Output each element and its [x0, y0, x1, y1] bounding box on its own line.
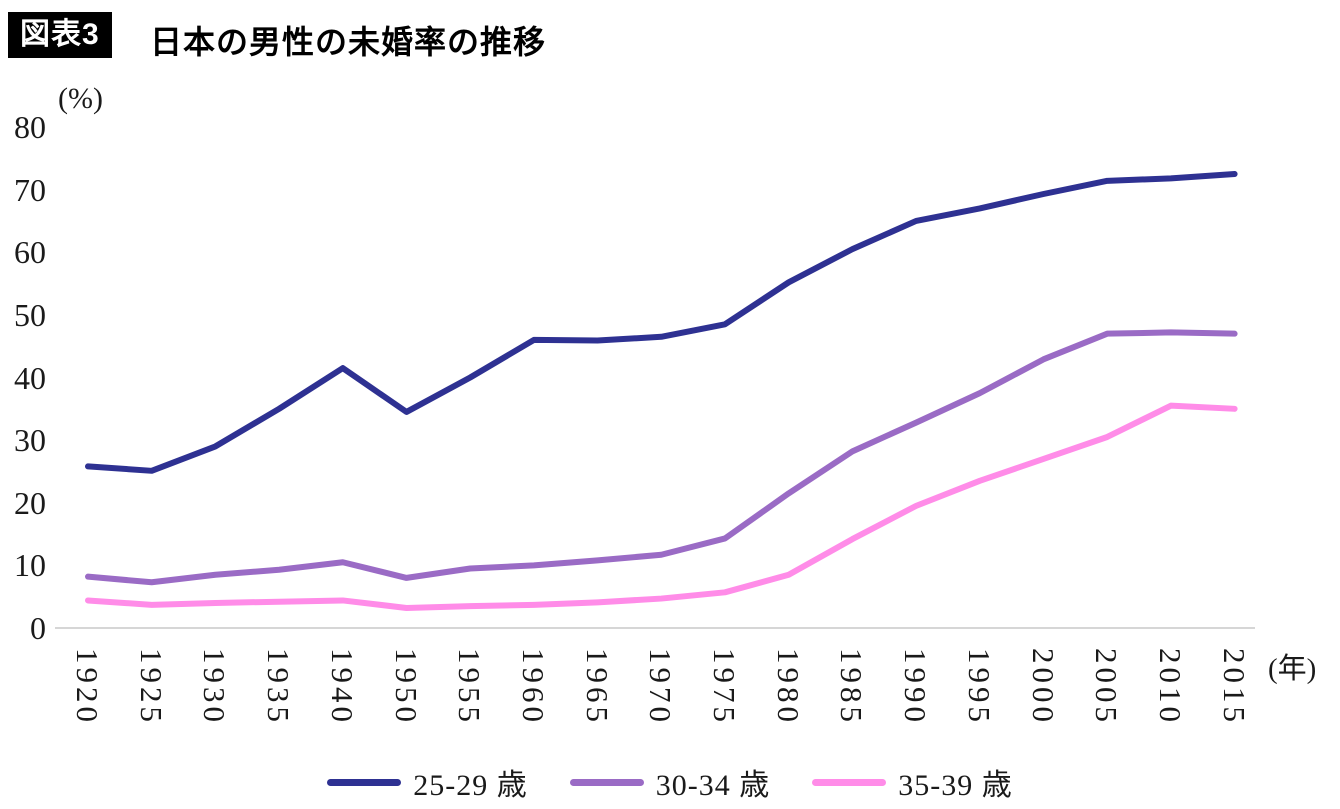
figure-number-badge: 図表3 [8, 12, 112, 58]
x-tick-label: 1975 [707, 648, 742, 726]
series-line-2 [85, 402, 1238, 611]
x-tick-label: 1955 [452, 648, 488, 726]
legend: 25-29 歳 30-34 歳 35-39 歳 [0, 760, 1340, 804]
legend-swatch [569, 778, 644, 786]
y-tick-label: 20 [14, 484, 46, 521]
y-tick-label: 70 [14, 171, 46, 208]
y-tick-label: 40 [14, 359, 46, 396]
series-line-0 [85, 170, 1238, 474]
y-tick-label: 0 [30, 610, 46, 646]
x-axis-unit-label: (年) [1268, 653, 1317, 685]
legend-swatch [327, 778, 402, 786]
y-tick-label: 30 [14, 422, 46, 459]
y-tick-label: 10 [14, 547, 46, 584]
legend-label: 25-29 歳 [413, 769, 528, 802]
legend-item: 25-29 歳 [327, 760, 528, 804]
series-line-1 [85, 329, 1238, 586]
x-tick-label: 2015 [1216, 648, 1252, 726]
chart-plot [55, 170, 1255, 629]
y-tick-label: 80 [14, 109, 46, 145]
x-tick-label: 1980 [770, 648, 806, 726]
legend-item: 35-39 歳 [812, 760, 1013, 804]
legend-swatch [812, 778, 887, 786]
x-tick-label: 1995 [961, 648, 997, 726]
x-tick-label: 1970 [643, 648, 679, 726]
x-tick-label: 2010 [1152, 648, 1188, 726]
x-tick-label: 1990 [898, 648, 934, 726]
figure-title: 日本の男性の未婚率の推移 [150, 24, 547, 60]
x-tick-label: 1935 [261, 648, 297, 726]
x-tick-label: 1920 [70, 648, 105, 726]
x-tick-label: 1985 [834, 648, 870, 726]
x-tick-label: 2000 [1025, 648, 1061, 726]
y-tick-label: 60 [14, 234, 46, 271]
y-tick-label: 50 [14, 296, 46, 333]
x-tick-label: 1960 [515, 648, 551, 726]
x-tick-label: 1950 [388, 648, 424, 726]
x-tick-label: 1965 [579, 648, 615, 726]
y-axis-unit-label: (%) [58, 82, 103, 115]
x-tick-label: 1940 [324, 648, 360, 726]
legend-label: 35-39 歳 [898, 769, 1013, 802]
legend-label: 30-34 歳 [655, 769, 771, 802]
legend-item: 30-34 歳 [569, 760, 771, 804]
x-tick-label: 2005 [1089, 648, 1125, 726]
x-tick-label: 1925 [133, 648, 169, 726]
x-tick-label: 1930 [197, 648, 233, 726]
